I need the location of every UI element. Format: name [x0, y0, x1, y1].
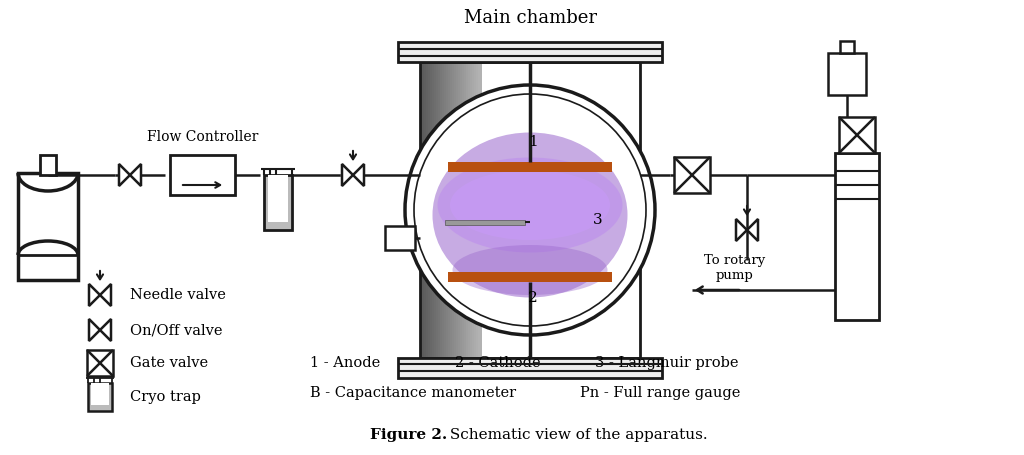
- Text: To rotary
pump: To rotary pump: [705, 254, 766, 282]
- Text: Pn: Pn: [837, 67, 857, 81]
- Polygon shape: [736, 219, 746, 241]
- Bar: [170, 155, 234, 195]
- Bar: [422, 62, 426, 358]
- Bar: [454, 62, 458, 358]
- Bar: [460, 62, 464, 358]
- Circle shape: [406, 85, 655, 335]
- Bar: [438, 62, 442, 358]
- Bar: [464, 62, 468, 358]
- Bar: [474, 62, 478, 358]
- Bar: [18, 173, 78, 280]
- Bar: [424, 62, 428, 358]
- Text: B: B: [394, 231, 406, 245]
- Bar: [87, 350, 113, 376]
- Text: 2: 2: [528, 291, 538, 305]
- Polygon shape: [89, 319, 100, 341]
- Polygon shape: [130, 164, 141, 186]
- Bar: [442, 62, 446, 358]
- Bar: [456, 62, 460, 358]
- Bar: [385, 226, 415, 250]
- Text: Gate valve: Gate valve: [130, 356, 208, 370]
- Text: Figure 2.: Figure 2.: [370, 428, 447, 442]
- Text: Needle valve: Needle valve: [130, 288, 226, 302]
- Text: 1 - Anode: 1 - Anode: [310, 356, 380, 370]
- Bar: [468, 62, 472, 358]
- Ellipse shape: [437, 157, 623, 253]
- Bar: [466, 62, 470, 358]
- Ellipse shape: [450, 170, 610, 240]
- Bar: [452, 62, 456, 358]
- Text: Main chamber: Main chamber: [464, 9, 597, 27]
- Text: Ar: Ar: [32, 213, 65, 237]
- Bar: [420, 62, 640, 358]
- Text: 3 - Langmuir probe: 3 - Langmuir probe: [595, 356, 738, 370]
- Bar: [430, 62, 434, 358]
- Bar: [398, 42, 662, 62]
- Polygon shape: [100, 319, 111, 341]
- Bar: [458, 62, 462, 358]
- Text: B - Capacitance manometer: B - Capacitance manometer: [310, 386, 516, 400]
- Bar: [426, 62, 430, 358]
- Ellipse shape: [432, 132, 628, 298]
- Bar: [420, 62, 424, 358]
- Polygon shape: [100, 284, 111, 306]
- Bar: [828, 53, 866, 95]
- Bar: [444, 62, 449, 358]
- Bar: [450, 62, 454, 358]
- Bar: [674, 157, 710, 193]
- Bar: [428, 62, 432, 358]
- Bar: [440, 62, 444, 358]
- Bar: [445, 220, 525, 225]
- Text: Flow Controller: Flow Controller: [146, 130, 258, 144]
- Bar: [835, 153, 879, 320]
- Bar: [839, 117, 874, 153]
- Text: Schematic view of the apparatus.: Schematic view of the apparatus.: [445, 428, 708, 442]
- Bar: [432, 62, 436, 358]
- Text: TMP: TMP: [842, 248, 871, 261]
- Bar: [434, 62, 438, 358]
- Text: 2 - Cathode: 2 - Cathode: [455, 356, 541, 370]
- Text: 3: 3: [593, 213, 603, 227]
- Bar: [449, 162, 612, 172]
- Bar: [446, 62, 450, 358]
- Ellipse shape: [453, 245, 607, 295]
- Bar: [88, 383, 112, 411]
- Bar: [472, 62, 476, 358]
- Bar: [264, 175, 292, 230]
- Bar: [436, 62, 440, 358]
- Bar: [476, 62, 480, 358]
- Polygon shape: [89, 284, 100, 306]
- Bar: [462, 62, 466, 358]
- Polygon shape: [342, 164, 353, 186]
- Text: Cryo trap: Cryo trap: [130, 390, 201, 404]
- Bar: [478, 62, 482, 358]
- Bar: [449, 62, 452, 358]
- Bar: [840, 41, 854, 53]
- Text: 1: 1: [528, 135, 538, 149]
- Polygon shape: [746, 219, 758, 241]
- Bar: [449, 272, 612, 282]
- Bar: [398, 358, 662, 378]
- Text: On/Off valve: On/Off valve: [130, 323, 222, 337]
- Bar: [470, 62, 474, 358]
- Polygon shape: [119, 164, 130, 186]
- Bar: [40, 155, 56, 175]
- Polygon shape: [353, 164, 364, 186]
- Bar: [91, 383, 109, 405]
- Bar: [268, 175, 288, 222]
- Text: FC: FC: [187, 160, 217, 178]
- Text: Pn - Full range gauge: Pn - Full range gauge: [580, 386, 740, 400]
